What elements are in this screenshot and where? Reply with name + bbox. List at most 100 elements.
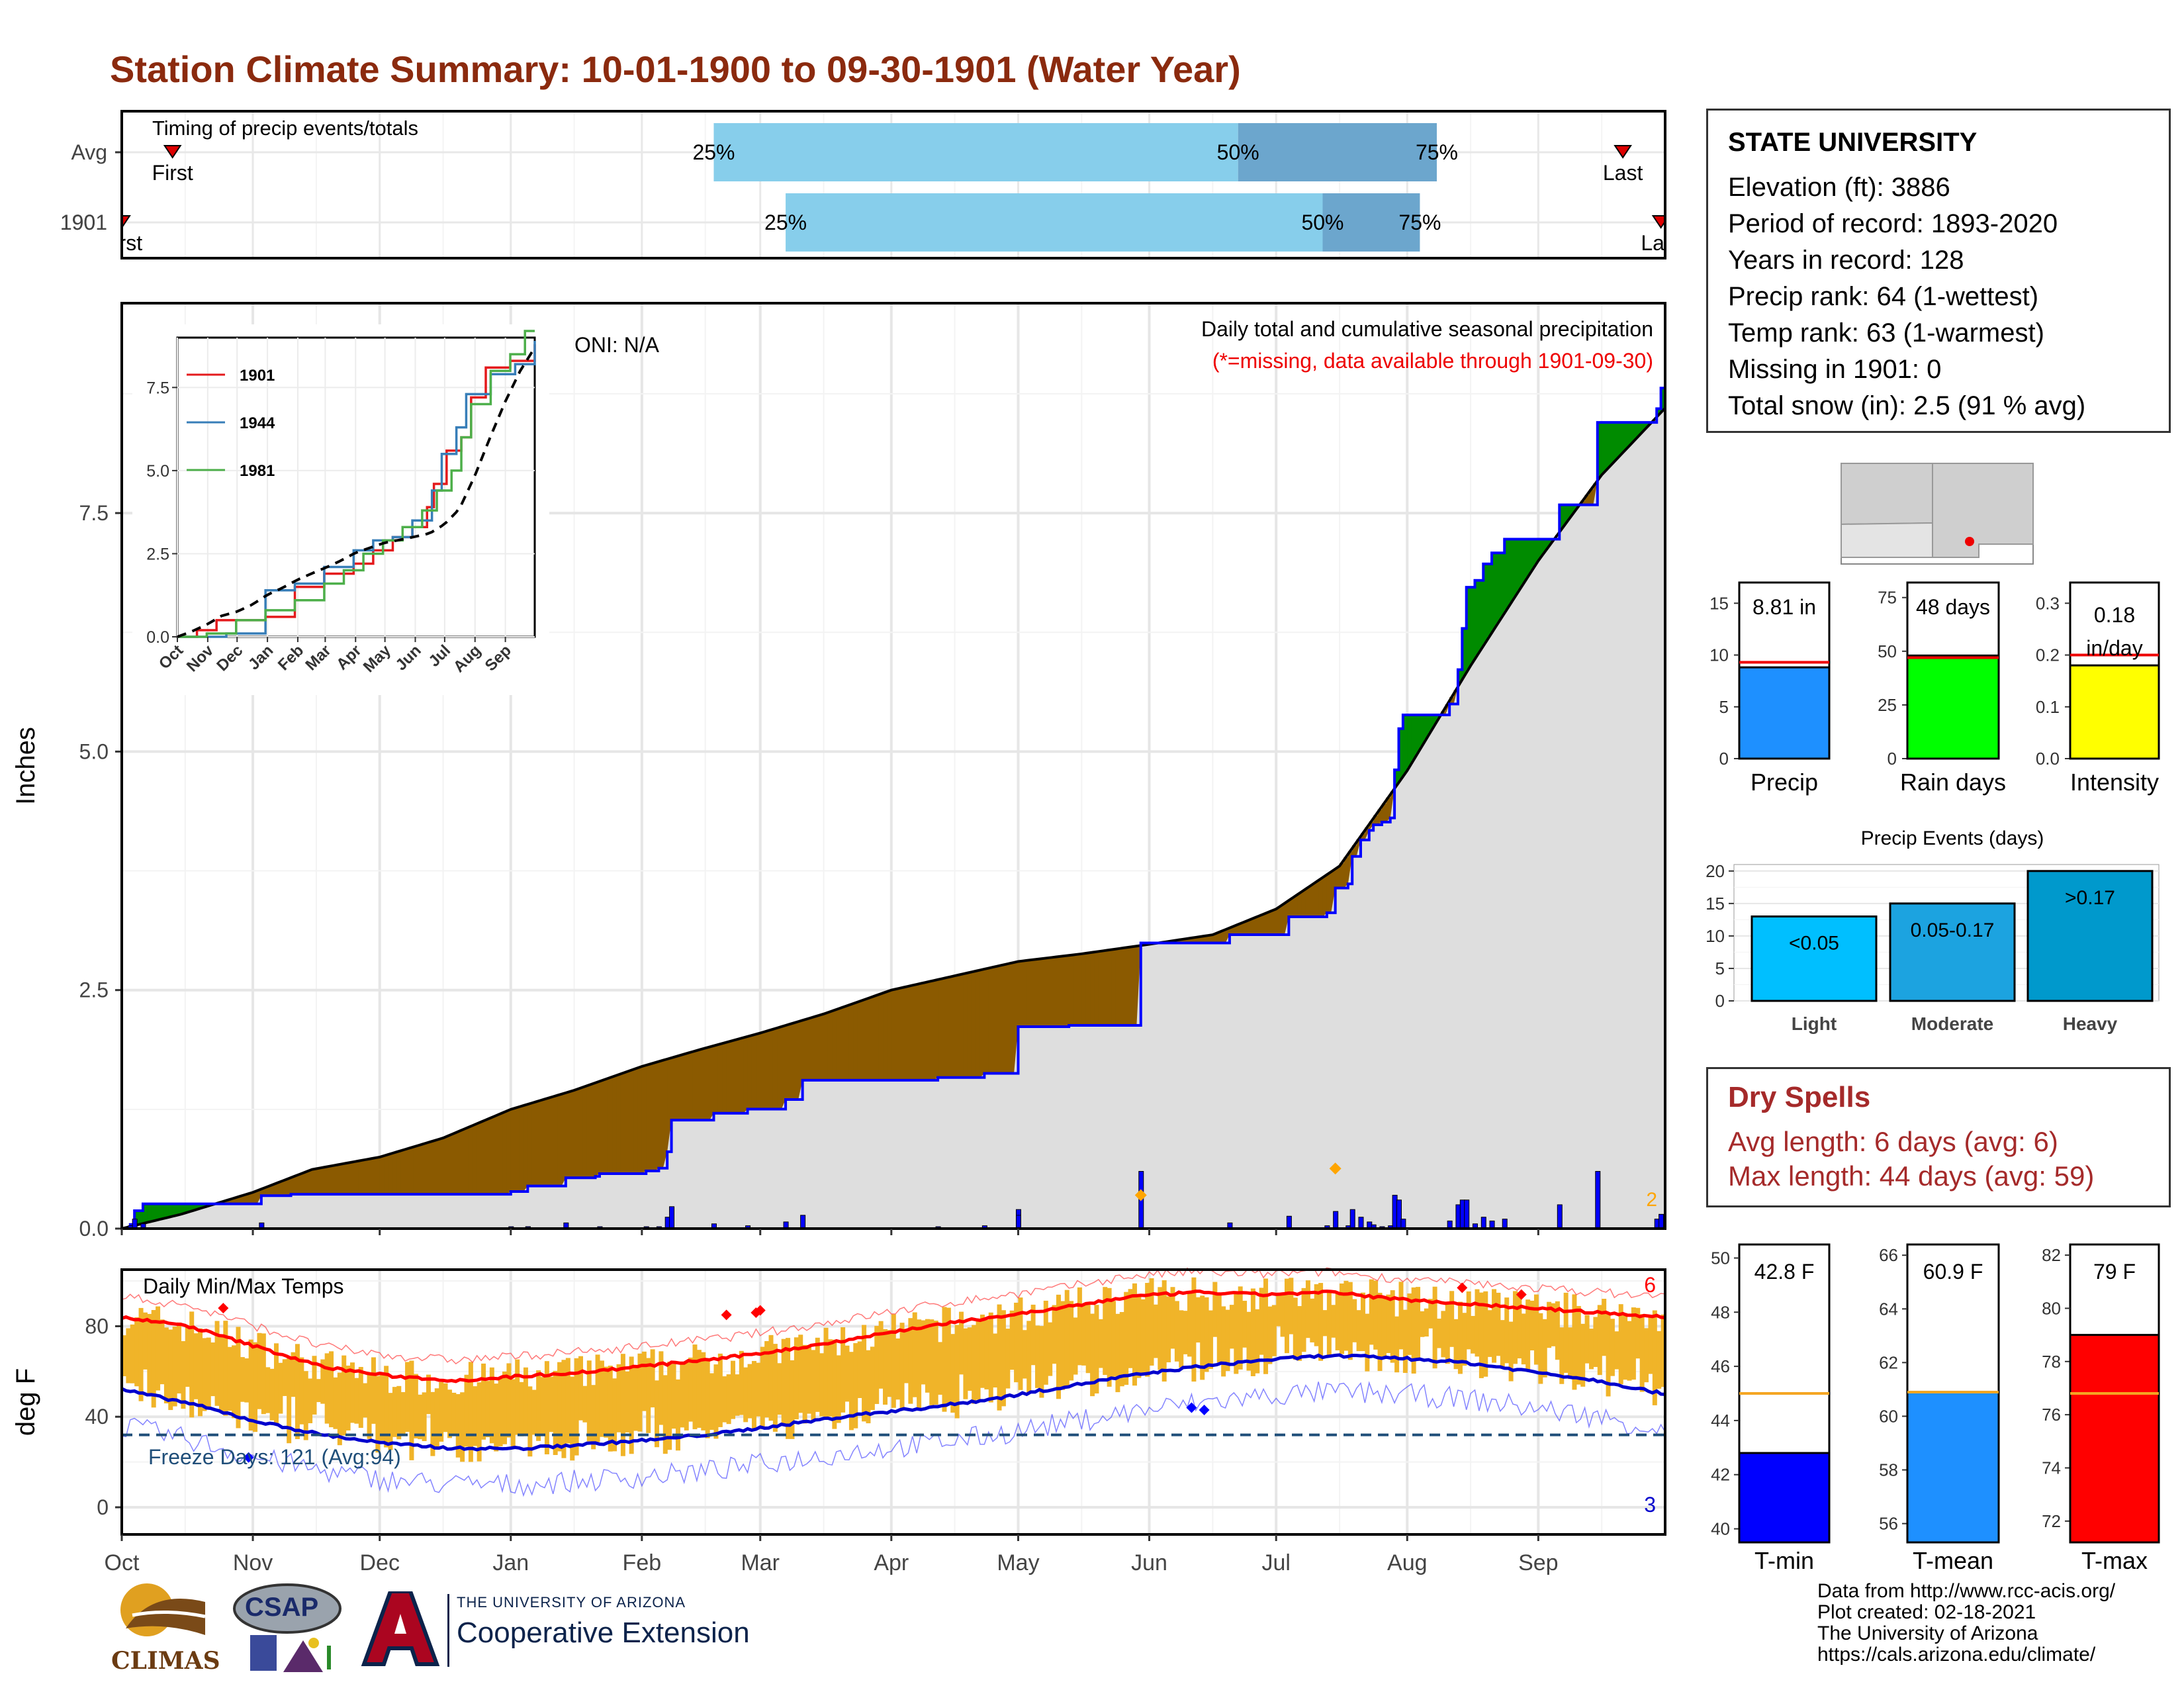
precip-diff-fill	[807, 1018, 812, 1080]
daily-temp-bar	[1572, 1294, 1577, 1390]
precip-diff-fill	[1191, 937, 1197, 943]
daily-temp-bar	[1255, 1309, 1260, 1374]
precip-diff-fill	[223, 1200, 228, 1204]
daily-temp-bar	[1635, 1307, 1641, 1359]
daily-temp-bar	[680, 1364, 685, 1428]
daily-temp-bar	[1563, 1292, 1569, 1373]
daily-temp-bar	[1623, 1313, 1628, 1380]
credit-source: Data from http://www.rcc-acis.org/	[1817, 1580, 2116, 1602]
daily-temp-bar	[629, 1356, 634, 1454]
daily-temp-bar	[1289, 1278, 1294, 1335]
precip-events-tick-label: 5	[1715, 959, 1725, 978]
daily-temp-bar	[324, 1353, 330, 1424]
precip-diff-fill	[1187, 938, 1193, 943]
precip-events-tick-label: 20	[1706, 861, 1725, 881]
daily-temp-bar	[848, 1352, 854, 1430]
daily-temp-bar	[1314, 1284, 1319, 1346]
daily-temp-bar	[798, 1335, 803, 1413]
precip-events-category-label: Light	[1792, 1013, 1837, 1034]
precip-diff-fill	[1200, 936, 1205, 943]
precip-diff-fill	[1221, 930, 1226, 943]
daily-precip-bar	[1358, 1217, 1364, 1229]
daily-temp-bar	[1301, 1288, 1306, 1352]
precip-diff-fill	[1572, 504, 1577, 512]
precip-diff-fill	[883, 992, 888, 1080]
daily-temp-bar	[1204, 1297, 1209, 1372]
daily-temp-bar	[1195, 1297, 1201, 1343]
precip-diff-fill	[1407, 715, 1412, 767]
timing-bar-50-75	[1238, 123, 1437, 181]
precip-diff-fill	[1623, 422, 1628, 451]
temp-ytick-label: 40	[85, 1405, 109, 1429]
daily-temp-bar	[1085, 1302, 1091, 1374]
dry-spells-max: Max length: 44 days (avg: 59)	[1728, 1160, 2095, 1192]
precip-events-category-label: Moderate	[1911, 1013, 1993, 1034]
precip-diff-fill	[1521, 539, 1526, 584]
precip-diff-fill	[684, 1053, 689, 1121]
precip-diff-fill	[287, 1178, 292, 1196]
daily-temp-bar	[1475, 1289, 1480, 1357]
precip-diff-fill	[701, 1049, 706, 1121]
temp-panel-frame	[120, 1268, 1666, 1536]
precip-ylabel: Inches	[11, 727, 40, 805]
precip-diff-fill	[629, 1070, 634, 1174]
daily-temp-bar	[257, 1333, 262, 1409]
precip-diff-fill	[1026, 960, 1032, 1027]
precip-diff-fill	[1174, 940, 1179, 943]
mini-bar-0-tick-label: 15	[1709, 593, 1729, 613]
temp-bar-label: T-mean	[1913, 1547, 1993, 1574]
intensity-value-label: 0.18	[2094, 603, 2135, 627]
precip-diff-fill	[405, 1149, 410, 1195]
daily-temp-bar	[236, 1327, 241, 1429]
daily-temp-bar	[198, 1328, 203, 1417]
daily-temp-bar	[156, 1306, 161, 1391]
precip-diff-fill	[1533, 539, 1539, 565]
precip-diff-fill	[1297, 893, 1302, 917]
precip-diff-fill	[142, 1203, 148, 1223]
daily-temp-bar	[1115, 1313, 1120, 1393]
precip-diff-fill	[739, 1038, 744, 1113]
precip-diff-fill	[515, 1107, 520, 1192]
precip-diff-fill	[1416, 715, 1421, 753]
record-low-line	[121, 1381, 1666, 1497]
precip-diff-fill	[899, 988, 905, 1080]
daily-temp-bar	[329, 1351, 334, 1428]
daily-temp-bar	[903, 1329, 909, 1383]
inset-ytick-label: 0.0	[146, 628, 169, 647]
precip-ytick-label: 2.5	[79, 978, 109, 1002]
month-label: Jun	[1131, 1550, 1167, 1575]
daily-temp-bar	[1183, 1311, 1188, 1354]
daily-temp-bar	[608, 1366, 613, 1452]
daily-temp-bar	[1166, 1296, 1171, 1363]
precip-diff-fill	[434, 1139, 439, 1195]
precip-panel-title: Daily total and cumulative seasonal prec…	[1201, 317, 1653, 341]
daily-precip-bar	[1659, 1213, 1664, 1229]
precip-diff-fill	[574, 1089, 579, 1178]
daily-temp-bar	[1318, 1283, 1324, 1361]
daily-temp-bar	[883, 1329, 888, 1405]
precip-diff-fill	[938, 979, 943, 1078]
precip-diff-fill	[942, 978, 947, 1078]
mini-bar-label: Intensity	[2070, 769, 2159, 796]
temp-bar-tick-label: 76	[2042, 1405, 2061, 1425]
timing-label-50: 50%	[1301, 211, 1343, 234]
daily-temp-bar	[1652, 1310, 1657, 1405]
precip-diff-fill	[460, 1129, 465, 1195]
credit-url: https://cals.arizona.edu/climate/	[1817, 1644, 2096, 1665]
daily-temp-bar	[189, 1311, 195, 1418]
precip-diff-fill	[760, 1032, 765, 1109]
precip-diff-fill	[862, 1000, 867, 1080]
daily-temp-bar	[1331, 1305, 1336, 1338]
precip-diff-fill	[768, 1029, 774, 1109]
precip-diff-fill	[1255, 916, 1260, 935]
precip-diff-fill	[447, 1135, 452, 1195]
precip-diff-fill	[481, 1121, 486, 1195]
month-label: Nov	[233, 1550, 273, 1575]
daily-temp-bar	[1381, 1298, 1387, 1357]
oni-label: ONI: N/A	[574, 333, 660, 357]
precip-diff-fill	[1009, 962, 1015, 1074]
daily-temp-bar	[1588, 1329, 1594, 1370]
precip-diff-fill	[984, 968, 989, 1074]
precip-diff-fill	[1492, 553, 1497, 630]
precip-diff-fill	[874, 995, 880, 1080]
